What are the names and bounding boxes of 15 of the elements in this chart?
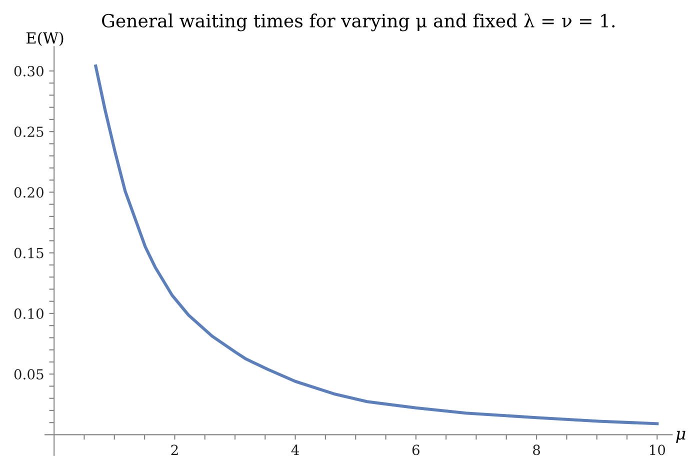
- y-axis-title: E(W): [26, 32, 64, 46]
- x-axis-title: μ: [676, 430, 686, 443]
- y-tick-label: 0.05: [14, 369, 44, 380]
- line-series: [94, 64, 659, 426]
- x-tick-label: 2: [171, 444, 178, 455]
- x-tick-label: 8: [533, 444, 540, 456]
- x-tick-label: 4: [291, 444, 300, 455]
- y-tick-label: 0.20: [14, 187, 44, 198]
- y-tick-label: 0.10: [14, 308, 44, 319]
- y-tick-label: 0.25: [14, 126, 44, 138]
- y-tick-label: 0.15: [14, 248, 44, 258]
- x-tick-label: 6: [412, 444, 420, 456]
- y-tick-label: 0.30: [14, 66, 44, 76]
- chart-title: General waiting times for varying μ and fixed λ = ν = 1.: [102, 13, 615, 32]
- x-tick-label: 10: [650, 444, 666, 456]
